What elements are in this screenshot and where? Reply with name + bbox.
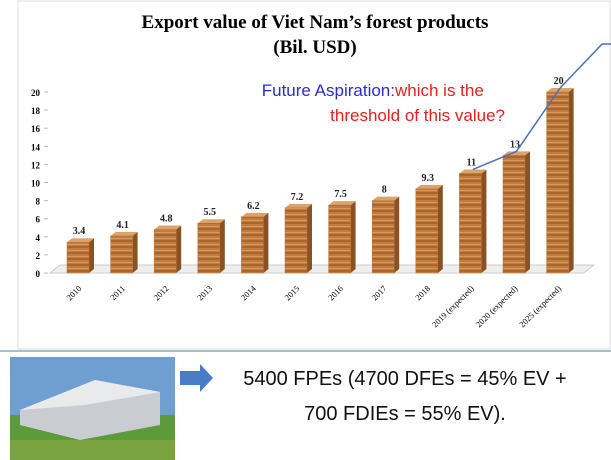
y-tick-label: 12 xyxy=(31,160,41,170)
data-label: 13 xyxy=(510,139,520,150)
bar-top xyxy=(372,196,400,201)
bar-side xyxy=(394,196,400,273)
footer-line: 5400 FPEs (4700 DFEs = 45% EV + xyxy=(243,368,567,390)
data-label: 7.2 xyxy=(291,192,304,203)
data-label: 11 xyxy=(467,157,476,168)
floor xyxy=(48,264,596,274)
y-tick-label: 6 xyxy=(36,215,41,225)
bar-top xyxy=(67,238,94,243)
bar-top xyxy=(328,201,356,206)
y-tick-label: 0 xyxy=(36,269,41,279)
bar-side xyxy=(350,201,356,273)
chart-title: Export value of Viet Nam’s forest produc… xyxy=(142,12,489,33)
y-tick-label: 14 xyxy=(31,142,41,152)
data-label: 5.5 xyxy=(204,207,217,218)
y-tick-label: 16 xyxy=(31,124,41,134)
arrow xyxy=(180,364,213,392)
bar xyxy=(66,241,90,274)
factory-photo xyxy=(10,357,175,460)
bar-top xyxy=(285,203,312,208)
data-label: 7.5 xyxy=(334,189,347,200)
bar-top xyxy=(546,88,574,92)
data-label: 4.1 xyxy=(116,220,129,231)
bar-top xyxy=(154,225,182,230)
bar-side xyxy=(525,151,530,273)
footer-line: 700 FDIEs = 55% EV). xyxy=(304,403,506,425)
y-tick-label: 10 xyxy=(31,179,41,189)
data-label: 8 xyxy=(382,185,387,196)
data-label: 20 xyxy=(554,76,564,87)
aspiration-extension xyxy=(559,43,611,89)
bar-side xyxy=(219,219,225,273)
bar-side xyxy=(263,212,269,273)
y-tick-label: 4 xyxy=(36,233,41,243)
annotation-line: which is the xyxy=(394,81,484,100)
bar-top xyxy=(110,231,138,236)
bar-side xyxy=(481,169,487,273)
annotation-lead: Future Aspiration: xyxy=(262,81,395,100)
bar-top xyxy=(415,184,443,189)
data-label: 6.2 xyxy=(247,201,260,212)
bar-side xyxy=(568,88,574,273)
bar-side xyxy=(437,184,443,273)
y-tick-label: 18 xyxy=(31,106,41,116)
y-tick-label: 8 xyxy=(36,197,41,207)
bar-side xyxy=(176,225,182,273)
data-label: 3.4 xyxy=(73,226,86,237)
aspiration-line xyxy=(472,87,561,171)
bar-side xyxy=(132,231,138,273)
bar xyxy=(459,173,482,274)
chart-subtitle: (Bil. USD) xyxy=(273,37,356,58)
bar-side xyxy=(89,238,94,273)
bar xyxy=(546,91,569,274)
bar xyxy=(241,216,264,274)
bar xyxy=(153,229,177,274)
data-label: 4.8 xyxy=(160,214,173,225)
bar-top xyxy=(459,169,487,174)
bar xyxy=(284,207,308,274)
bar xyxy=(328,204,351,274)
y-tick-label: 2 xyxy=(36,251,41,261)
bar xyxy=(110,235,133,274)
data-label: 9.3 xyxy=(422,173,435,184)
bar xyxy=(371,200,395,274)
y-tick-label: 20 xyxy=(31,88,41,98)
annotation-line: threshold of this value? xyxy=(330,106,505,125)
bar xyxy=(415,188,439,274)
bar-top xyxy=(197,219,225,224)
bar xyxy=(502,155,526,274)
bar-top xyxy=(241,212,269,217)
bar-side xyxy=(307,203,312,273)
bar xyxy=(197,222,221,274)
